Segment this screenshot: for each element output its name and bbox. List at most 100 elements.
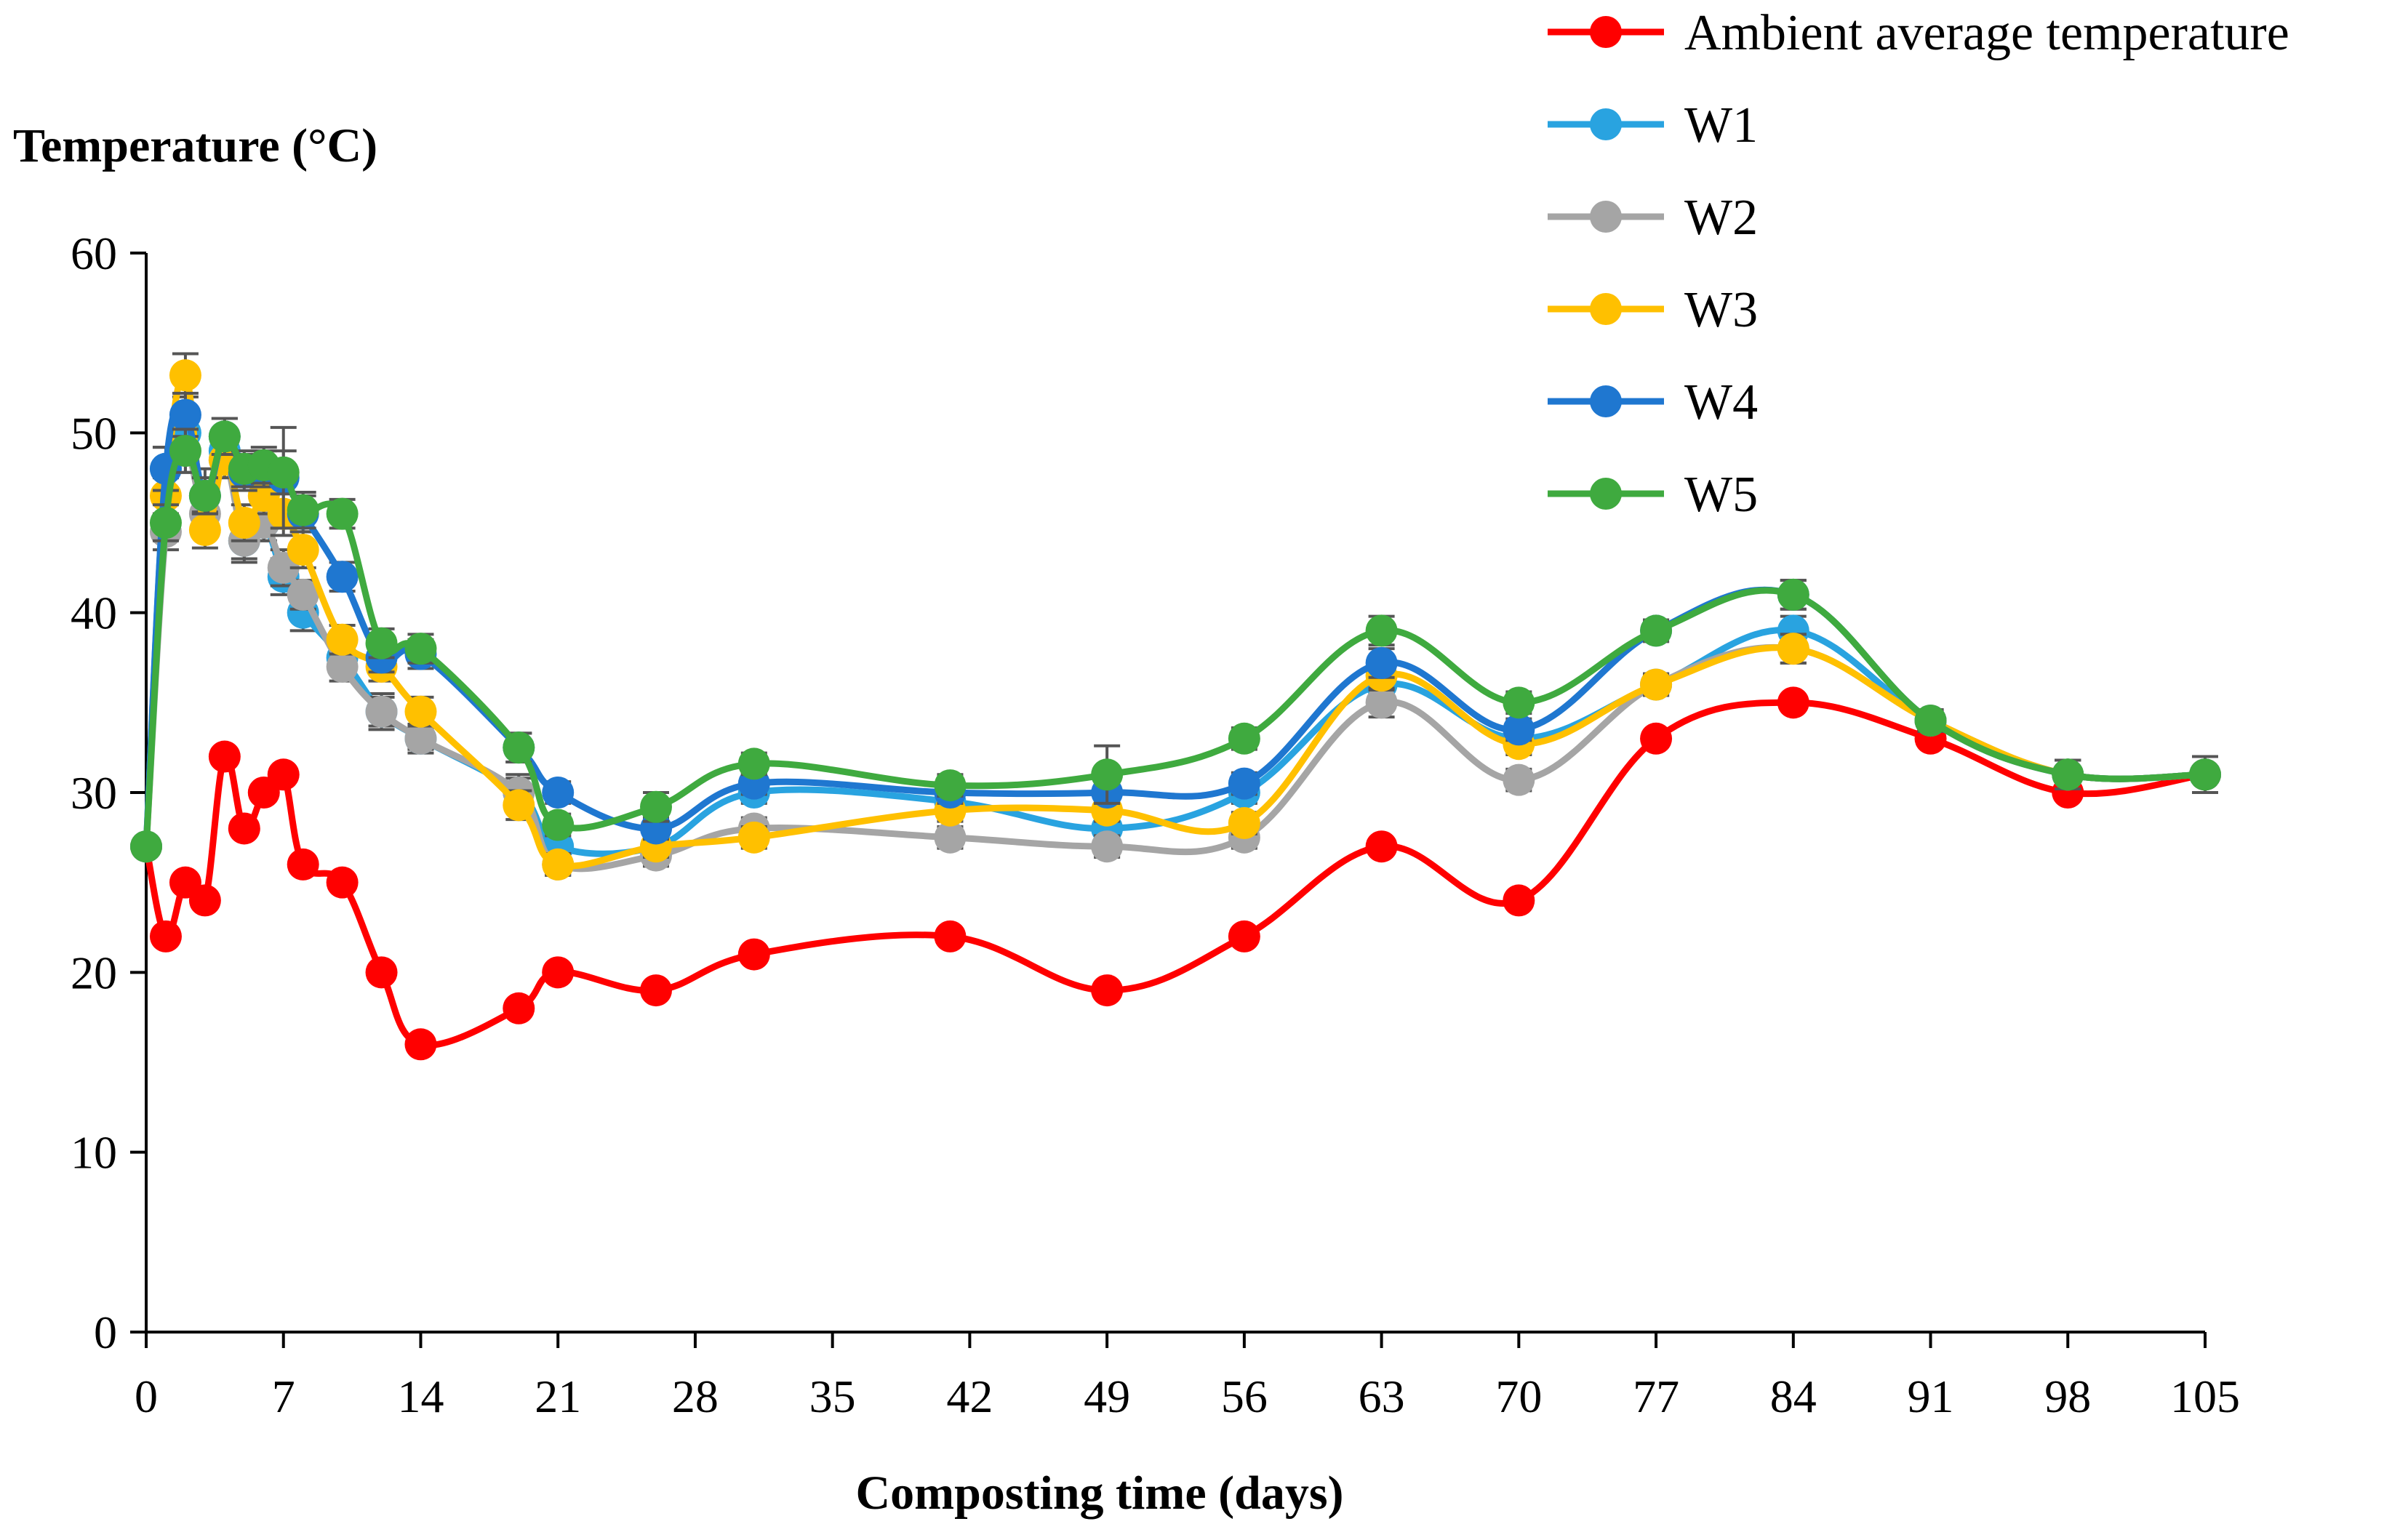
legend-item: Ambient average temperature [1548, 5, 2289, 61]
data-point [228, 812, 260, 845]
data-point [169, 359, 201, 392]
legend-label: W3 [1684, 282, 1758, 338]
series-line [143, 417, 2206, 857]
data-point [640, 974, 673, 1007]
data-point [1503, 884, 1535, 917]
data-point [1777, 633, 1809, 665]
data-point [1365, 646, 1398, 679]
x-tick-label: 77 [1633, 1371, 1679, 1422]
data-point [737, 821, 770, 854]
data-point [737, 747, 770, 780]
y-tick-label: 50 [71, 407, 117, 459]
legend-label: Ambient average temperature [1684, 5, 2289, 61]
series-line [143, 447, 2206, 873]
data-point [208, 740, 241, 773]
data-point [208, 420, 241, 453]
data-point [503, 992, 535, 1024]
data-point [1228, 767, 1260, 800]
x-tick-label: 91 [1908, 1371, 1954, 1422]
series-w2 [130, 428, 2221, 881]
data-point [1228, 722, 1260, 755]
x-tick-label: 49 [1084, 1371, 1130, 1422]
legend-marker [1590, 478, 1622, 510]
data-point [287, 534, 319, 566]
data-point [1365, 830, 1398, 863]
legend-label: W2 [1684, 190, 1758, 246]
data-point [188, 479, 221, 512]
x-axis-title: Composting time (days) [856, 1467, 1344, 1520]
x-tick-label: 7 [272, 1371, 295, 1422]
x-tick-label: 105 [2170, 1371, 2240, 1422]
legend-item: W2 [1548, 190, 1758, 246]
data-point [130, 830, 162, 863]
y-tick-label: 0 [94, 1307, 117, 1358]
x-tick-label: 0 [135, 1371, 158, 1422]
x-tick-label: 70 [1495, 1371, 1542, 1422]
series-line [143, 371, 2206, 870]
x-tick-label: 28 [672, 1371, 719, 1422]
data-point [404, 695, 437, 728]
data-point [404, 633, 437, 665]
data-point [542, 848, 575, 881]
data-point [326, 623, 359, 656]
legend-label: W4 [1684, 374, 1758, 430]
data-point [1091, 974, 1124, 1007]
data-point [287, 494, 319, 526]
legend: Ambient average temperature W1 W2 W3 W4 W5 [1548, 5, 2289, 523]
axes [145, 253, 2205, 1334]
data-point [326, 497, 359, 530]
y-axis-title: Temperature (°C) [13, 119, 377, 172]
x-tick-label: 42 [946, 1371, 993, 1422]
y-tick-label: 20 [71, 947, 117, 998]
data-point [1914, 705, 1947, 737]
data-point [287, 848, 319, 881]
data-point [169, 435, 201, 468]
data-point [934, 920, 967, 953]
y-tick-label: 60 [71, 228, 117, 279]
data-point [2189, 758, 2221, 791]
data-point [1503, 713, 1535, 746]
data-point [267, 758, 300, 791]
data-point [1640, 722, 1673, 755]
legend-item: W5 [1548, 467, 1758, 523]
legend-marker [1590, 293, 1622, 325]
data-point [188, 513, 221, 546]
data-point [542, 777, 575, 809]
data-point [365, 956, 398, 989]
data-point [267, 456, 300, 489]
y-tick-label: 30 [71, 767, 117, 819]
series-line [143, 433, 2206, 847]
series-w4 [130, 391, 2221, 863]
data-point [1777, 578, 1809, 611]
data-point [1365, 686, 1398, 719]
data-point [1228, 807, 1260, 840]
data-point [228, 507, 260, 539]
data-point [1091, 758, 1124, 791]
data-point [542, 809, 575, 841]
data-point [1365, 614, 1398, 647]
legend-item: W1 [1548, 97, 1758, 153]
legend-marker [1590, 201, 1622, 233]
data-point [640, 790, 673, 823]
data-point [1091, 830, 1124, 863]
data-point [1777, 686, 1809, 719]
legend-marker [1590, 385, 1622, 417]
legend-item: W4 [1548, 374, 1758, 430]
data-point [404, 722, 437, 755]
series-w3 [130, 352, 2221, 881]
data-point [1503, 763, 1535, 796]
plot-area [130, 352, 2221, 1061]
data-point [2052, 758, 2084, 791]
series-ambient-average-temperature [130, 686, 2221, 1061]
y-tick-label: 10 [71, 1127, 117, 1179]
data-point [503, 731, 535, 764]
data-point [169, 398, 201, 431]
data-point [1640, 668, 1673, 701]
data-point [326, 650, 359, 683]
series-w5 [130, 417, 2221, 863]
data-point [326, 561, 359, 593]
data-point [934, 769, 967, 802]
data-point [149, 920, 182, 953]
data-point [287, 578, 319, 611]
